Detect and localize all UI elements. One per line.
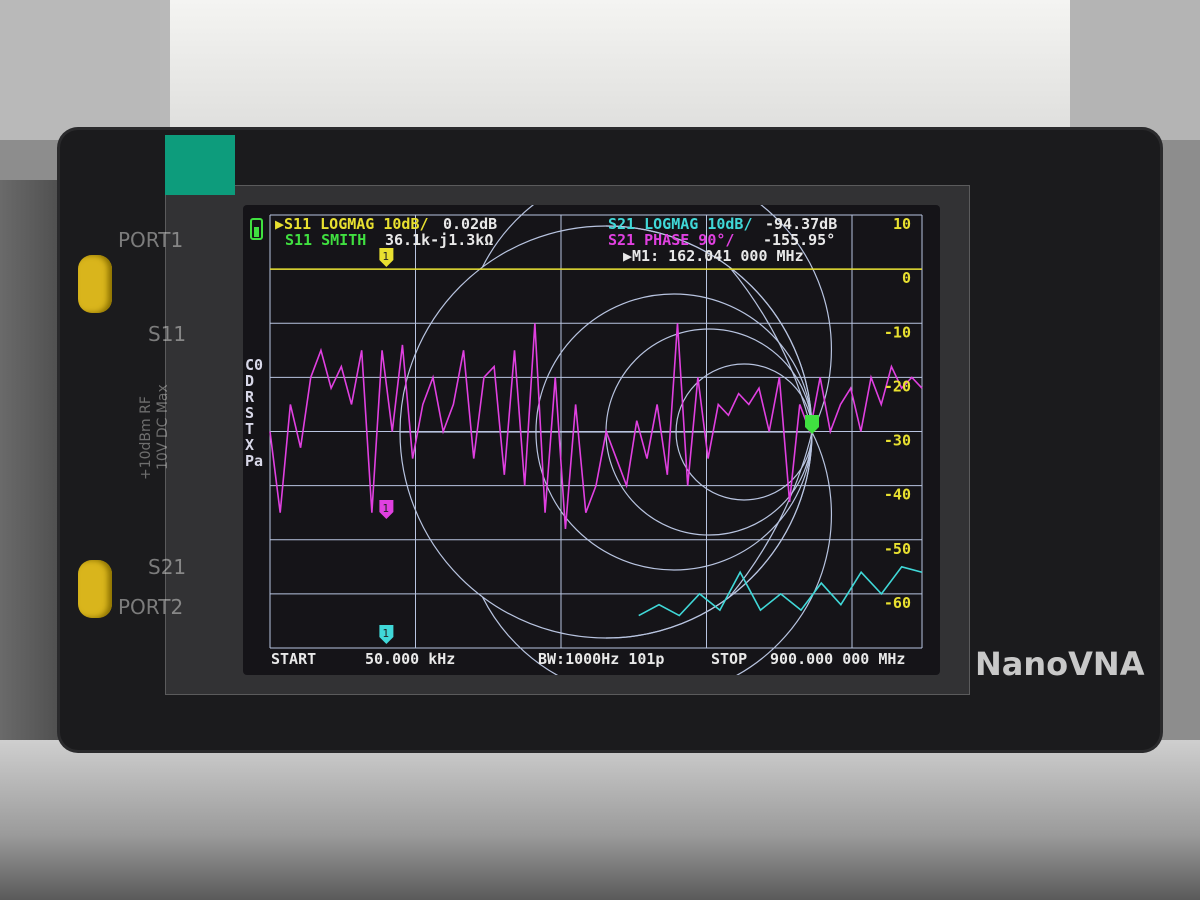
trace-s21-logmag <box>638 565 923 617</box>
smith-reactance-arc <box>605 225 813 433</box>
y-axis-ticks: 10 0 -10 -20 -30 -40 -50 -60 <box>884 215 911 612</box>
side-menu-item[interactable]: S <box>245 404 254 422</box>
stop-label: STOP <box>711 650 747 668</box>
ch3-value: -94.37dB <box>765 215 837 233</box>
side-menu-item[interactable]: D <box>245 372 254 390</box>
smith-marker-icon <box>805 415 819 434</box>
ch4-value: -155.95° <box>763 231 835 249</box>
bandwidth-points: BW:1000Hz 101p <box>538 650 664 668</box>
y-tick-label: -60 <box>884 594 911 612</box>
marker-number: 1 <box>382 250 389 263</box>
start-label: START <box>271 650 316 668</box>
stop-value[interactable]: 900.000 000 MHz <box>770 650 905 668</box>
port1-label: PORT1 <box>118 228 184 252</box>
ch1-value: 0.02dB <box>443 215 497 233</box>
background-fabric <box>0 0 170 140</box>
battery-icon <box>250 218 263 240</box>
s11-label: S11 <box>148 322 187 346</box>
port2-label: PORT2 <box>118 595 184 619</box>
side-menu-item[interactable]: Pa <box>245 452 263 470</box>
y-tick-label: -10 <box>884 323 911 341</box>
y-tick-label: 0 <box>902 269 911 287</box>
film-tab <box>165 135 235 195</box>
side-menu-item[interactable]: X <box>245 436 254 454</box>
ch2-label[interactable]: S11 SMITH <box>285 231 366 249</box>
marker-number: 1 <box>382 627 389 640</box>
smith-reactance-arc <box>729 266 813 433</box>
port2-connector[interactable] <box>78 560 112 618</box>
battery-level <box>254 227 259 237</box>
side-menu-item[interactable]: R <box>245 388 255 406</box>
marker-1-icon <box>379 248 394 267</box>
plastic-bag <box>170 0 1070 150</box>
marker-1-icon <box>379 500 394 519</box>
ch3-label[interactable]: S21 LOGMAG 10dB/ <box>608 215 753 233</box>
y-tick-label: 10 <box>893 215 911 233</box>
marker-number: 1 <box>382 502 389 515</box>
ch1-label[interactable]: ▶S11 LOGMAG 10dB/ <box>275 215 429 233</box>
smith-reactance-arc <box>481 205 833 433</box>
y-tick-label: -30 <box>884 432 911 450</box>
side-menu-item[interactable]: T <box>245 420 254 438</box>
s21-label: S21 <box>148 555 187 579</box>
marker-1-icon <box>379 625 394 644</box>
tray <box>0 740 1200 900</box>
port1-connector[interactable] <box>78 255 112 313</box>
marker-readout: ▶M1: 162.041 000 MHz <box>623 247 804 265</box>
ch4-label[interactable]: S21 PHASE 90°/ <box>608 231 734 249</box>
smith-reactance-arc <box>729 431 813 598</box>
brand-logo: NanoVNA <box>975 645 1145 683</box>
vna-display: 1 1 1 ▶S11 LOGMAG 10dB/ 0.02dB S11 SMITH 3… <box>245 205 923 675</box>
trace-s21-phase <box>269 323 923 529</box>
rf-rating: +10dBm RF <box>138 396 154 480</box>
y-tick-label: -40 <box>884 486 911 504</box>
background-fabric-right <box>1060 0 1200 140</box>
smith-reactance-arc <box>481 431 833 675</box>
side-menu-item[interactable]: C0 <box>245 356 263 374</box>
start-value[interactable]: 50.000 kHz <box>365 650 455 668</box>
lcd-screen[interactable]: 1 1 1 ▶S11 LOGMAG 10dB/ 0.02dB S11 SMITH 3… <box>243 205 940 675</box>
ch2-value: 36.1k-j1.3kΩ <box>385 231 493 249</box>
smith-reactance-arc <box>605 431 813 639</box>
y-tick-label: -20 <box>884 377 911 395</box>
traces: 1 1 1 <box>269 248 923 644</box>
y-tick-label: -50 <box>884 540 911 558</box>
